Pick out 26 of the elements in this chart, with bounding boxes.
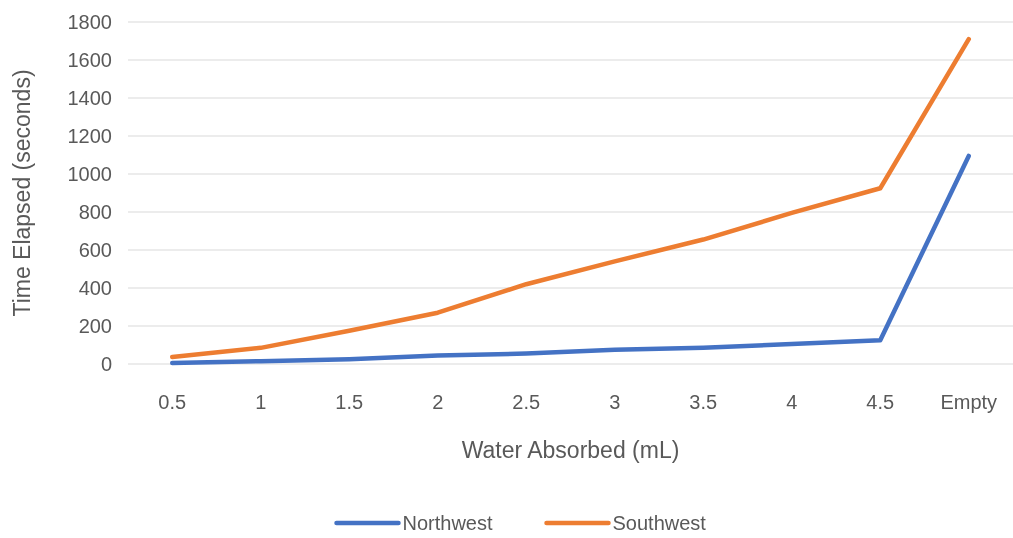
y-tick-label: 1800: [67, 11, 112, 33]
y-tick-label: 1200: [67, 125, 112, 147]
y-tick-label: 0: [100, 353, 112, 375]
x-tick-label: 1: [255, 391, 267, 413]
y-tick-label: 1000: [67, 163, 112, 185]
y-axis-title: Time Elapsed (seconds): [9, 69, 35, 317]
x-tick-label: Empty: [940, 391, 998, 413]
y-tick-label: 600: [78, 239, 112, 261]
x-tick-label: 4: [786, 391, 798, 413]
x-tick-label: 2: [432, 391, 444, 413]
x-tick-label: 0.5: [158, 391, 187, 413]
legend-label: Northwest: [402, 512, 493, 534]
y-tick-label: 1600: [67, 49, 112, 71]
x-tick-label: 2.5: [512, 391, 541, 413]
x-tick-label: 3: [609, 391, 621, 413]
x-tick-label: 3.5: [689, 391, 718, 413]
line-series: [170, 36, 971, 360]
x-axis-title: Water Absorbed (mL): [461, 437, 680, 463]
x-tick-label: 4.5: [866, 391, 895, 413]
line-series: [170, 153, 971, 366]
y-tick-label: 800: [78, 201, 112, 223]
y-tick-label: 200: [78, 315, 112, 337]
y-tick-label: 1400: [67, 87, 112, 109]
x-tick-label: 1.5: [335, 391, 364, 413]
y-tick-label: 400: [78, 277, 112, 299]
legend-label: Southwest: [612, 512, 707, 534]
